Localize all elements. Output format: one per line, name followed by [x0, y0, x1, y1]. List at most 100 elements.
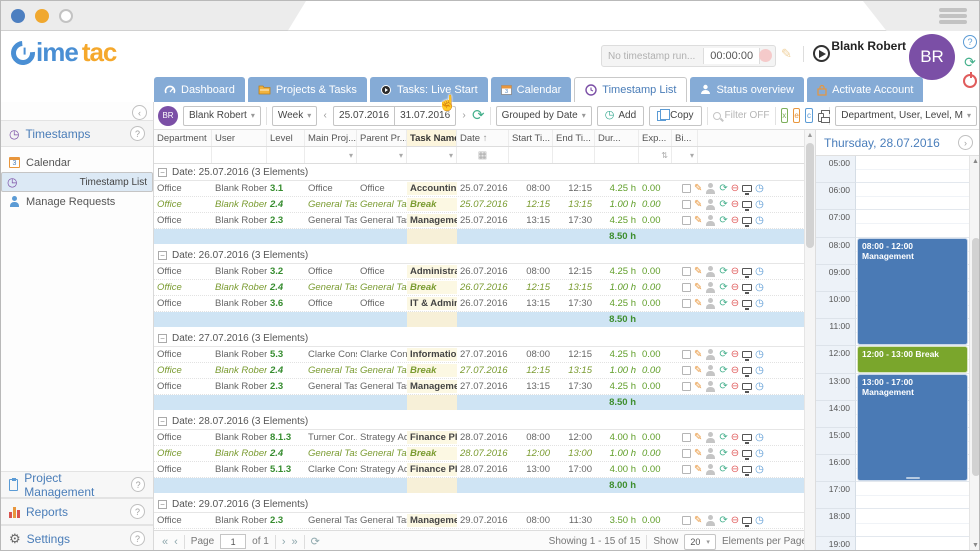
- sync-icon[interactable]: ⟳: [719, 382, 727, 392]
- delete-icon[interactable]: ⊖: [731, 299, 739, 309]
- table-row[interactable]: OfficeBlank Robert2.4General Tas...Gener…: [154, 363, 805, 379]
- sidebar-item-calendar[interactable]: 3 Calendar: [1, 153, 153, 172]
- tab-status-overview[interactable]: Status overview: [690, 77, 804, 102]
- help-icon[interactable]: ?: [130, 126, 145, 141]
- column-header[interactable]: End Ti...: [553, 130, 595, 146]
- assign-user-icon[interactable]: [705, 432, 716, 443]
- edit-icon[interactable]: ✎: [694, 465, 702, 475]
- clock-icon[interactable]: ◷: [755, 216, 764, 226]
- row-checkbox[interactable]: [682, 449, 691, 458]
- sync-icon[interactable]: ⟳: [719, 299, 727, 309]
- table-group-header[interactable]: −Date: 26.07.2016 (3 Elements): [154, 247, 805, 264]
- assign-user-icon[interactable]: [705, 381, 716, 392]
- sync-icon[interactable]: ⟳: [719, 216, 727, 226]
- monitor-icon[interactable]: [742, 284, 752, 291]
- edit-icon[interactable]: ✎: [694, 216, 702, 226]
- clock-icon[interactable]: ◷: [755, 283, 764, 293]
- next-page-button[interactable]: ›: [282, 536, 286, 548]
- filter-select[interactable]: ▾: [305, 147, 357, 163]
- collapse-group-icon[interactable]: −: [158, 500, 167, 509]
- hamburger-menu-icon[interactable]: [939, 6, 967, 26]
- column-header[interactable]: Exp...: [639, 130, 672, 146]
- assign-user-icon[interactable]: [705, 215, 716, 226]
- row-checkbox[interactable]: [682, 184, 691, 193]
- delete-icon[interactable]: ⊖: [731, 200, 739, 210]
- clock-icon[interactable]: ◷: [755, 366, 764, 376]
- clock-icon[interactable]: ◷: [755, 184, 764, 194]
- collapse-group-icon[interactable]: −: [158, 168, 167, 177]
- page-number-input[interactable]: 1: [220, 534, 246, 549]
- assign-user-icon[interactable]: [705, 199, 716, 210]
- refresh-icon[interactable]: ⟳: [472, 108, 485, 123]
- filter-spinner[interactable]: ⇅: [639, 147, 672, 163]
- edit-icon[interactable]: ✎: [694, 382, 702, 392]
- monitor-icon[interactable]: [742, 383, 752, 390]
- sync-icon[interactable]: ⟳: [719, 366, 727, 376]
- page-size-select[interactable]: 20▾: [684, 534, 716, 550]
- sync-icon[interactable]: ⟳: [719, 283, 727, 293]
- clock-icon[interactable]: ◷: [755, 516, 764, 526]
- clock-icon[interactable]: ◷: [755, 350, 764, 360]
- column-header[interactable]: Main Proj...: [305, 130, 357, 146]
- resize-handle[interactable]: [906, 477, 920, 479]
- sidebar-item-timestamp-list[interactable]: ◷ Timestamp List: [1, 172, 153, 192]
- help-icon[interactable]: ?: [131, 477, 145, 492]
- column-header-date[interactable]: Date ↑: [457, 130, 509, 146]
- sidebar-section-reports[interactable]: Reports ?: [1, 498, 153, 525]
- table-group-header[interactable]: −Date: 27.07.2016 (3 Elements): [154, 330, 805, 347]
- delete-icon[interactable]: ⊖: [731, 350, 739, 360]
- collapse-group-icon[interactable]: −: [158, 334, 167, 343]
- clock-icon[interactable]: ◷: [755, 433, 764, 443]
- clock-icon[interactable]: ◷: [755, 299, 764, 309]
- monitor-icon[interactable]: [742, 517, 752, 524]
- assign-user-icon[interactable]: [705, 515, 716, 526]
- monitor-icon[interactable]: [742, 268, 752, 275]
- edit-icon[interactable]: ✎: [694, 267, 702, 277]
- row-checkbox[interactable]: [682, 350, 691, 359]
- delete-icon[interactable]: ⊖: [731, 433, 739, 443]
- edit-icon[interactable]: ✎: [694, 200, 702, 210]
- scrollbar-thumb[interactable]: [806, 143, 814, 248]
- delete-icon[interactable]: ⊖: [731, 465, 739, 475]
- monitor-icon[interactable]: [742, 351, 752, 358]
- export-excel-icon[interactable]: x: [781, 108, 788, 123]
- window-button-icon[interactable]: [35, 9, 49, 23]
- filter-toggle[interactable]: Filter OFF: [713, 110, 770, 121]
- edit-timestamp-icon[interactable]: ✎: [781, 46, 792, 62]
- monitor-icon[interactable]: [742, 201, 752, 208]
- monitor-icon[interactable]: [742, 367, 752, 374]
- column-header[interactable]: Level: [267, 130, 305, 146]
- sync-icon[interactable]: ⟳: [719, 433, 727, 443]
- column-header[interactable]: Bi...: [672, 130, 698, 146]
- monitor-icon[interactable]: [742, 466, 752, 473]
- table-row[interactable]: OfficeBlank Robert2.4General Tas...Gener…: [154, 197, 805, 213]
- edit-icon[interactable]: ✎: [694, 299, 702, 309]
- filter-input[interactable]: [595, 147, 639, 163]
- grouping-select[interactable]: Grouped by Date▾: [496, 106, 592, 126]
- prev-period-button[interactable]: ‹: [322, 106, 328, 126]
- assign-user-icon[interactable]: [705, 183, 716, 194]
- sync-icon[interactable]: ⟳: [719, 516, 727, 526]
- tab-dashboard[interactable]: Dashboard: [154, 77, 245, 102]
- assign-user-icon[interactable]: [705, 448, 716, 459]
- monitor-icon[interactable]: [742, 450, 752, 457]
- sync-icon[interactable]: ⟳: [719, 465, 727, 475]
- filter-select[interactable]: ▾: [407, 147, 457, 163]
- assign-user-icon[interactable]: [705, 266, 716, 277]
- add-button[interactable]: ◷Add: [597, 106, 644, 126]
- edit-icon[interactable]: ✎: [694, 283, 702, 293]
- delete-icon[interactable]: ⊖: [731, 366, 739, 376]
- row-checkbox[interactable]: [682, 366, 691, 375]
- clock-icon[interactable]: ◷: [755, 449, 764, 459]
- table-row[interactable]: OfficeBlank Robert2.3General Tas...Gener…: [154, 213, 805, 229]
- clock-icon[interactable]: ◷: [755, 200, 764, 210]
- tab-calendar[interactable]: 3 Calendar: [491, 77, 572, 102]
- row-checkbox[interactable]: [682, 267, 691, 276]
- print-icon[interactable]: [818, 113, 825, 122]
- stop-timestamp-icon[interactable]: [759, 49, 772, 62]
- table-row[interactable]: OfficeBlank Robert2.4General Tas...Gener…: [154, 446, 805, 462]
- row-checkbox[interactable]: [682, 516, 691, 525]
- power-logout-icon[interactable]: [963, 74, 977, 88]
- export-pdf-icon[interactable]: e: [793, 108, 800, 123]
- filter-input[interactable]: [212, 147, 267, 163]
